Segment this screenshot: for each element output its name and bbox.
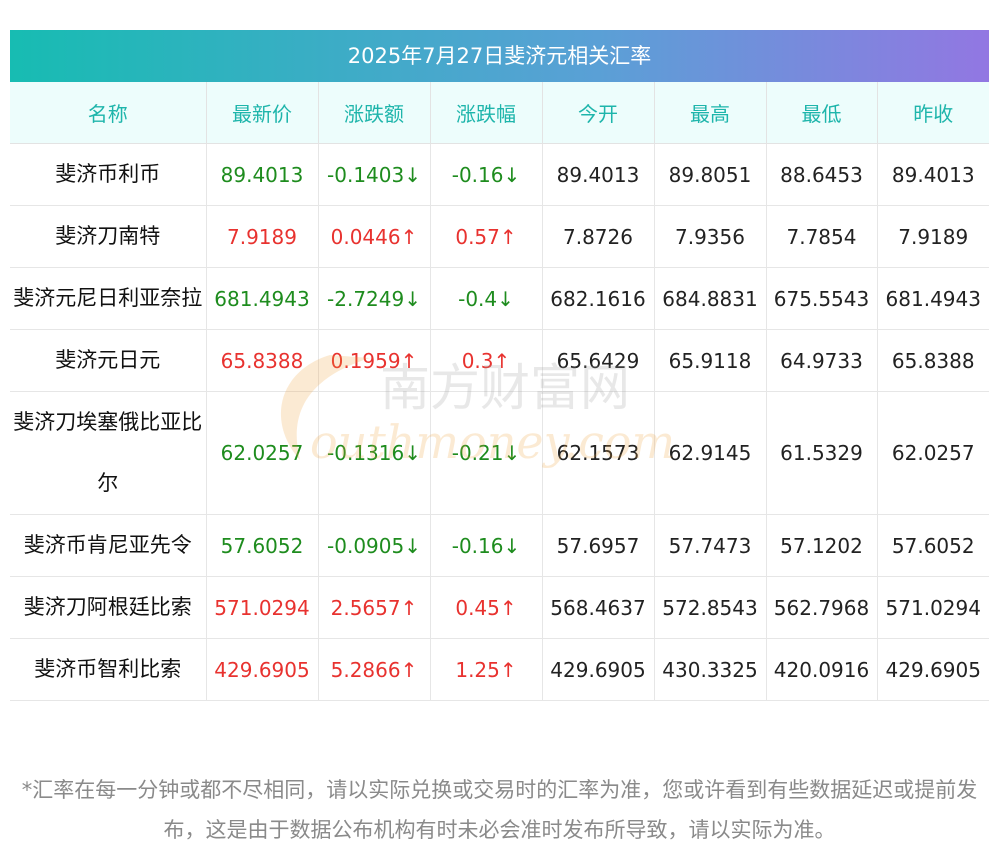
- low-cell: 7.7854: [766, 205, 878, 268]
- low-cell: 61.5329: [766, 391, 878, 515]
- change-pct-cell: 0.3↑: [430, 329, 543, 392]
- change-pct-cell: -0.21↓: [430, 391, 543, 515]
- open-cell: 57.6957: [542, 514, 655, 577]
- header-row: 名称 最新价 涨跌额 涨跌幅 今开 最高 最低 昨收: [10, 82, 989, 144]
- high-cell: 430.3325: [654, 638, 767, 701]
- high-cell: 684.8831: [654, 267, 767, 330]
- latest-cell: 571.0294: [206, 576, 319, 639]
- header-high: 最高: [654, 82, 767, 144]
- currency-name: 斐济刀阿根廷比索: [10, 576, 207, 639]
- latest-cell: 89.4013: [206, 143, 319, 206]
- currency-name: 斐济刀南特: [10, 205, 207, 268]
- high-cell: 89.8051: [654, 143, 767, 206]
- change-pct-cell: -0.16↓: [430, 514, 543, 577]
- table-row: 斐济元日元 65.8388 0.1959↑ 0.3↑ 65.6429 65.9118 64.…: [10, 329, 989, 392]
- latest-cell: 62.0257: [206, 391, 319, 515]
- header-name: 名称: [10, 82, 207, 144]
- low-cell: 64.9733: [766, 329, 878, 392]
- high-cell: 7.9356: [654, 205, 767, 268]
- header-low: 最低: [766, 82, 878, 144]
- latest-cell: 429.6905: [206, 638, 319, 701]
- change-pct-cell: 0.45↑: [430, 576, 543, 639]
- open-cell: 429.6905: [542, 638, 655, 701]
- high-cell: 62.9145: [654, 391, 767, 515]
- latest-cell: 7.9189: [206, 205, 319, 268]
- change-cell: 0.0446↑: [318, 205, 431, 268]
- low-cell: 420.0916: [766, 638, 878, 701]
- header-prev-close: 昨收: [877, 82, 989, 144]
- table-row: 斐济刀南特 7.9189 0.0446↑ 0.57↑ 7.8726 7.9356 7.785…: [10, 205, 989, 268]
- change-pct-cell: 0.57↑: [430, 205, 543, 268]
- header-open: 今开: [542, 82, 655, 144]
- prev-close-cell: 65.8388: [877, 329, 989, 392]
- open-cell: 62.1573: [542, 391, 655, 515]
- table-row: 斐济元尼日利亚奈拉 681.4943 -2.7249↓ -0.4↓ 682.1616 68…: [10, 267, 989, 330]
- low-cell: 675.5543: [766, 267, 878, 330]
- latest-cell: 681.4943: [206, 267, 319, 330]
- change-cell: -0.0905↓: [318, 514, 431, 577]
- change-cell: -0.1316↓: [318, 391, 431, 515]
- prev-close-cell: 7.9189: [877, 205, 989, 268]
- currency-name: 斐济元日元: [10, 329, 207, 392]
- prev-close-cell: 681.4943: [877, 267, 989, 330]
- change-pct-cell: 1.25↑: [430, 638, 543, 701]
- rate-table-panel: 2025年7月27日斐济元相关汇率 名称 最新价 涨跌额 涨跌幅 今开 最高 最…: [10, 30, 989, 701]
- low-cell: 562.7968: [766, 576, 878, 639]
- prev-close-cell: 57.6052: [877, 514, 989, 577]
- latest-cell: 65.8388: [206, 329, 319, 392]
- header-change-pct: 涨跌幅: [430, 82, 543, 144]
- currency-name: 斐济币肯尼亚先令: [10, 514, 207, 577]
- open-cell: 7.8726: [542, 205, 655, 268]
- change-pct-cell: -0.4↓: [430, 267, 543, 330]
- high-cell: 65.9118: [654, 329, 767, 392]
- currency-name: 斐济币利币: [10, 143, 207, 206]
- header-latest: 最新价: [206, 82, 319, 144]
- high-cell: 572.8543: [654, 576, 767, 639]
- open-cell: 568.4637: [542, 576, 655, 639]
- change-cell: 5.2866↑: [318, 638, 431, 701]
- currency-name: 斐济元尼日利亚奈拉: [10, 267, 207, 330]
- low-cell: 57.1202: [766, 514, 878, 577]
- open-cell: 89.4013: [542, 143, 655, 206]
- change-cell: 0.1959↑: [318, 329, 431, 392]
- prev-close-cell: 89.4013: [877, 143, 989, 206]
- currency-name: 斐济刀埃塞俄比亚比尔: [10, 391, 207, 515]
- table-row: 斐济刀埃塞俄比亚比尔 62.0257 -0.1316↓ -0.21↓ 62.1573 62…: [10, 391, 989, 515]
- prev-close-cell: 571.0294: [877, 576, 989, 639]
- change-cell: 2.5657↑: [318, 576, 431, 639]
- high-cell: 57.7473: [654, 514, 767, 577]
- table-row: 斐济币智利比索 429.6905 5.2866↑ 1.25↑ 429.6905 430.3…: [10, 638, 989, 701]
- table-row: 斐济币肯尼亚先令 57.6052 -0.0905↓ -0.16↓ 57.6957 57.7…: [10, 514, 989, 577]
- footnote: *汇率在每一分钟或都不尽相同，请以实际兑换或交易时的汇率为准，您或许看到有些数据…: [21, 778, 978, 842]
- change-cell: -2.7249↓: [318, 267, 431, 330]
- open-cell: 65.6429: [542, 329, 655, 392]
- latest-cell: 57.6052: [206, 514, 319, 577]
- table-row: 斐济币利币 89.4013 -0.1403↓ -0.16↓ 89.4013 89.8051…: [10, 143, 989, 206]
- low-cell: 88.6453: [766, 143, 878, 206]
- rate-table: 名称 最新价 涨跌额 涨跌幅 今开 最高 最低 昨收 斐济币利币 89.4013-…: [10, 82, 989, 701]
- table-title: 2025年7月27日斐济元相关汇率: [10, 30, 989, 82]
- table-row: 斐济刀阿根廷比索 571.0294 2.5657↑ 0.45↑ 568.4637 572.…: [10, 576, 989, 639]
- header-change: 涨跌额: [318, 82, 431, 144]
- prev-close-cell: 429.6905: [877, 638, 989, 701]
- change-cell: -0.1403↓: [318, 143, 431, 206]
- currency-name: 斐济币智利比索: [10, 638, 207, 701]
- open-cell: 682.1616: [542, 267, 655, 330]
- prev-close-cell: 62.0257: [877, 391, 989, 515]
- change-pct-cell: -0.16↓: [430, 143, 543, 206]
